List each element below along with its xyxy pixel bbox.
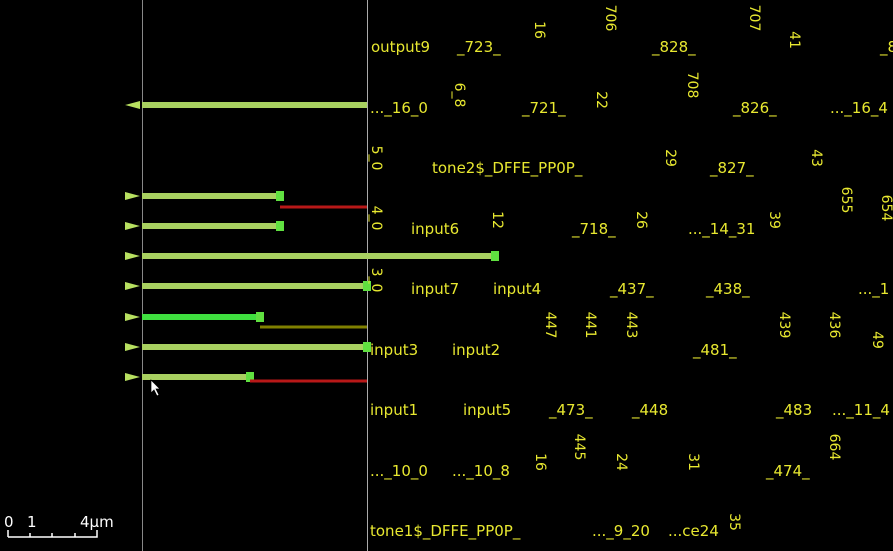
net-label: 41 [786, 31, 802, 49]
pin-wire [142, 314, 260, 320]
net-label: 35 [726, 513, 742, 531]
io-pins [125, 101, 499, 397]
net-label: 39 [766, 211, 782, 229]
instance-label: ..._11_4 [832, 401, 890, 420]
net-label: 708 [684, 72, 700, 99]
net-label: 31 [685, 453, 701, 471]
instance-label: _826_ [732, 99, 777, 118]
scale-ruler [7, 530, 98, 538]
instance-label: input1 [370, 401, 418, 419]
net-label: 6_8 [451, 83, 467, 108]
net-label: 447 [542, 312, 558, 339]
net-label: 43 [808, 149, 824, 167]
pin-wire [142, 253, 495, 259]
instance-label: _483 [775, 401, 812, 420]
instance-label: _474_ [765, 462, 810, 481]
instance-label: _438_ [705, 280, 750, 299]
pin-arrow [125, 101, 140, 109]
scale-label: 1 [27, 513, 37, 531]
pin-wire [142, 193, 280, 199]
pin-end [363, 281, 371, 291]
instance-label: tone2$_DFFE_PP0P_ [432, 159, 583, 178]
net-label: 22 [593, 91, 609, 109]
net-label: 29 [662, 149, 678, 167]
instance-label: _473_ [548, 401, 593, 420]
scale-label: 4μm [80, 513, 114, 531]
instance-label: input7 [411, 280, 459, 298]
instance-label: ..._16_4 [830, 99, 888, 118]
pin-end [363, 342, 371, 352]
pin-end [256, 312, 264, 322]
instance-label: _481_ [692, 341, 737, 360]
instance-label: _828_ [651, 38, 696, 57]
pin-end [276, 191, 284, 201]
net-label: 5_0 [368, 146, 384, 171]
pin-wire [142, 223, 280, 229]
instance-label: input5 [463, 401, 511, 419]
instance-label: _8 [879, 38, 893, 57]
labels: output9 _723_ _828_ _8 ..._16_0 _721_ _826_...… [368, 5, 893, 541]
pin-end [276, 221, 284, 231]
instance-label: input3 [370, 341, 418, 359]
instance-label: input6 [411, 220, 459, 238]
instance-label: ..._10_8 [452, 462, 510, 481]
net-label: 706 [602, 5, 618, 32]
net-label: 654 [878, 195, 893, 222]
net-label: 436 [826, 312, 842, 339]
net-label: 12 [489, 211, 505, 229]
pin-arrow [125, 282, 140, 290]
instance-label: _721_ [521, 99, 566, 118]
net-label: 445 [571, 434, 587, 461]
pin-end [246, 372, 254, 382]
pin-wire [142, 283, 367, 289]
instance-label: ...ce24 [668, 522, 719, 540]
pin-wire [142, 102, 367, 108]
instance-label: _448 [631, 401, 668, 420]
net-label: 655 [838, 187, 854, 214]
net-label: 26 [633, 211, 649, 229]
instance-label: input4 [493, 280, 541, 298]
pin-arrow [125, 343, 140, 351]
instance-label: _723_ [456, 38, 501, 57]
instance-label: _437_ [609, 280, 654, 299]
pin-arrow [125, 252, 140, 260]
net-label: 3_0 [368, 268, 384, 293]
mouse-cursor [150, 379, 161, 397]
pin-wire [142, 344, 367, 350]
pin-arrow [125, 313, 140, 321]
net-label: 49 [869, 331, 885, 349]
net-label: 439 [776, 312, 792, 339]
pin-wire [142, 374, 250, 380]
pin-arrow [125, 373, 140, 381]
instance-label: _718_ [571, 220, 616, 239]
net-label: 4_0 [368, 206, 384, 231]
pin-arrow [125, 222, 140, 230]
net-label: 664 [826, 434, 842, 461]
net-label: 16 [532, 453, 548, 471]
instance-label: _827_ [709, 159, 754, 178]
instance-label: ..._14_31 [688, 220, 755, 239]
instance-label: ..._9_20 [592, 522, 650, 541]
net-label: 16 [531, 21, 547, 39]
net-label: 24 [613, 453, 629, 471]
scale-bar: 0 1 4μm [4, 513, 114, 538]
instance-label: ..._16_0 [370, 99, 428, 118]
net-label: 441 [582, 312, 598, 339]
scale-label: 0 [4, 513, 14, 531]
pin-end [491, 251, 499, 261]
pin-arrow [125, 192, 140, 200]
net-label: 707 [746, 5, 762, 32]
instance-label: ..._10_0 [370, 462, 428, 481]
instance-label: input2 [452, 341, 500, 359]
net-label: 443 [623, 312, 639, 339]
instance-label: output9 [371, 38, 430, 56]
instance-label: tone1$_DFFE_PP0P_ [370, 522, 521, 541]
instance-label: ..._1 [858, 280, 889, 299]
